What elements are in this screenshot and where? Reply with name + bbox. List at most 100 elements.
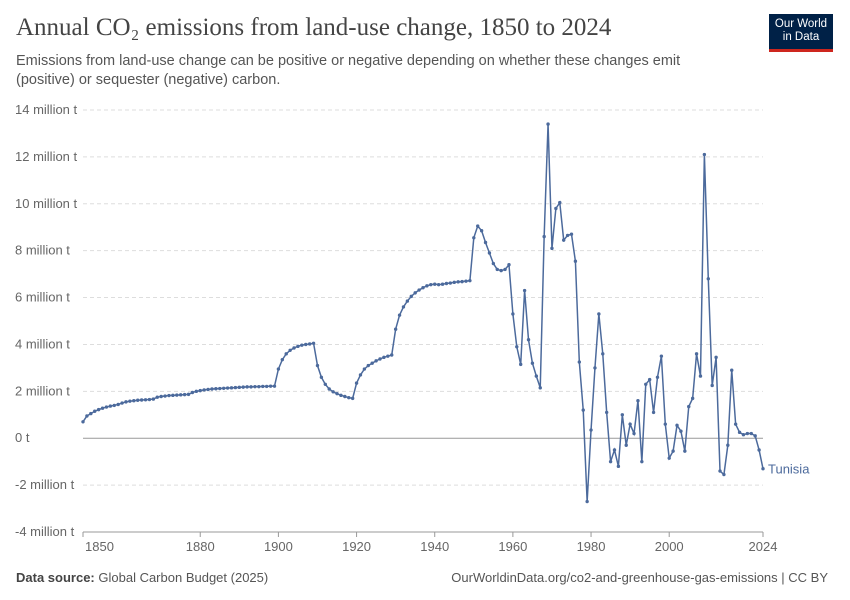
point [167, 393, 171, 398]
point [577, 360, 582, 364]
point [347, 395, 351, 400]
point [503, 267, 507, 272]
point [327, 387, 331, 391]
source: Data source: Global Carbon Budget (2025) [16, 570, 268, 585]
point [534, 374, 539, 378]
footer-link[interactable]: OurWorldinData.org/co2-and-greenhouse-ga… [451, 570, 828, 585]
point [636, 399, 640, 403]
y-tick-label: 14 million t [15, 102, 78, 117]
point [198, 388, 202, 393]
point [214, 387, 218, 391]
source-label: Data source: [16, 570, 95, 585]
point [433, 282, 437, 286]
point [608, 459, 613, 464]
point [628, 422, 632, 426]
point [229, 386, 234, 390]
point [679, 429, 683, 433]
point [698, 374, 703, 378]
point [233, 385, 238, 390]
point [132, 399, 136, 403]
point [444, 281, 449, 286]
point [417, 288, 421, 292]
point [382, 355, 386, 360]
point [429, 282, 433, 287]
point [558, 200, 562, 205]
logo[interactable]: Our World in Data [769, 14, 833, 52]
point [460, 279, 464, 284]
point [542, 234, 546, 239]
point [175, 393, 179, 397]
point [456, 280, 460, 284]
point [667, 456, 671, 460]
point [221, 386, 226, 390]
point [362, 367, 367, 371]
point [722, 472, 726, 477]
series-line [82, 124, 764, 502]
point [155, 395, 159, 399]
point [163, 394, 167, 398]
point [425, 284, 429, 288]
point [268, 384, 273, 388]
point [366, 363, 370, 368]
point [206, 387, 210, 392]
point [85, 414, 89, 418]
legend-label: Tunisia [768, 462, 810, 477]
point [515, 345, 519, 349]
point [350, 396, 355, 401]
x-tick-label: 1880 [186, 539, 215, 554]
point [159, 394, 163, 399]
point [257, 384, 261, 389]
point [511, 312, 515, 316]
point [499, 268, 503, 273]
point [589, 428, 593, 432]
point [753, 434, 757, 438]
point [386, 354, 390, 358]
point [675, 423, 679, 428]
y-tick-label: 12 million t [15, 149, 78, 164]
point [476, 224, 480, 228]
point [358, 373, 363, 377]
point [663, 422, 667, 426]
point [323, 382, 327, 386]
point [390, 353, 394, 357]
x-tick-label: 1980 [577, 539, 606, 554]
point [304, 342, 308, 347]
point [479, 229, 484, 233]
point [585, 499, 589, 504]
chart-title: Annual CO₂ emissions from land-use chang… [16, 14, 612, 41]
point [151, 397, 156, 401]
point [194, 389, 199, 394]
point [530, 361, 535, 365]
point [733, 422, 738, 426]
point [483, 240, 488, 245]
x-tick-label: 1920 [342, 539, 371, 554]
point [448, 281, 453, 285]
point [210, 387, 214, 391]
point [253, 384, 257, 389]
point [284, 352, 288, 356]
point [89, 411, 93, 416]
point [147, 397, 152, 402]
point [143, 398, 148, 402]
point [554, 206, 558, 211]
y-tick-label: 10 million t [15, 196, 78, 211]
chart: -4 million t -2 million t 0 t 2 million t 4 … [15, 102, 810, 554]
point [644, 382, 648, 386]
point [519, 362, 523, 367]
point [561, 238, 566, 242]
point [491, 261, 496, 266]
point [495, 267, 499, 272]
point [472, 236, 476, 240]
y-tick-label: 2 million t [15, 383, 70, 398]
point [104, 405, 109, 409]
point [640, 459, 644, 464]
point [311, 341, 316, 345]
point [671, 449, 675, 453]
point [546, 122, 550, 126]
point [100, 406, 105, 410]
point [436, 282, 441, 287]
point [694, 352, 699, 356]
point [81, 420, 85, 424]
point [124, 400, 128, 404]
